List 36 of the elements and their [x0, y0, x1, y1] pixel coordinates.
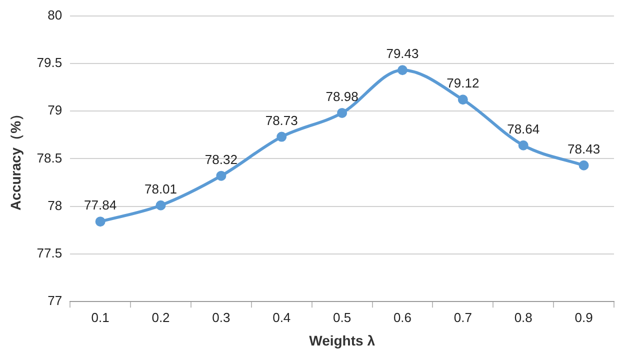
point	[518, 140, 528, 150]
point	[458, 94, 468, 105]
y-tick-label: 80	[48, 7, 62, 22]
x-tick-label: 0.5	[333, 310, 352, 325]
x-tick-label: 0.9	[574, 310, 593, 325]
point	[276, 132, 287, 142]
data-label: 78.43	[568, 141, 600, 156]
point	[216, 170, 226, 181]
point	[337, 108, 348, 118]
x-tick-label: 0.2	[152, 310, 170, 325]
point	[95, 216, 106, 227]
y-tick-label: 77.5	[36, 246, 62, 261]
x-tick-label: 0.3	[212, 310, 230, 325]
data-label: 79.12	[446, 76, 480, 91]
x-axis-title: Weights λ	[309, 332, 376, 348]
data-label: 78.73	[265, 112, 298, 128]
y-tick-label: 78.5	[36, 150, 62, 166]
data-label: 79.43	[386, 46, 419, 62]
y-axis-title: Accuracy（%）	[7, 106, 24, 210]
data-label: 78.64	[507, 121, 540, 136]
x-tick-label: 0.6	[393, 310, 412, 325]
data-label: 77.84	[84, 198, 117, 213]
y-tick-label: 77	[48, 293, 62, 308]
x-tick-label: 0.4	[272, 310, 291, 325]
x-tick-label: 0.8	[514, 310, 532, 325]
point	[578, 160, 589, 170]
point	[156, 200, 166, 210]
x-tick-label: 0.1	[91, 310, 110, 325]
y-tick-label: 79.5	[36, 55, 62, 70]
x-tick-label: 0.7	[454, 310, 472, 325]
data-label: 78.32	[204, 152, 238, 167]
point	[397, 65, 408, 76]
data-label: 78.98	[326, 89, 358, 104]
y-tick-label: 78	[48, 198, 62, 213]
y-tick-label: 79	[48, 102, 62, 118]
data-label: 78.01	[144, 181, 178, 196]
